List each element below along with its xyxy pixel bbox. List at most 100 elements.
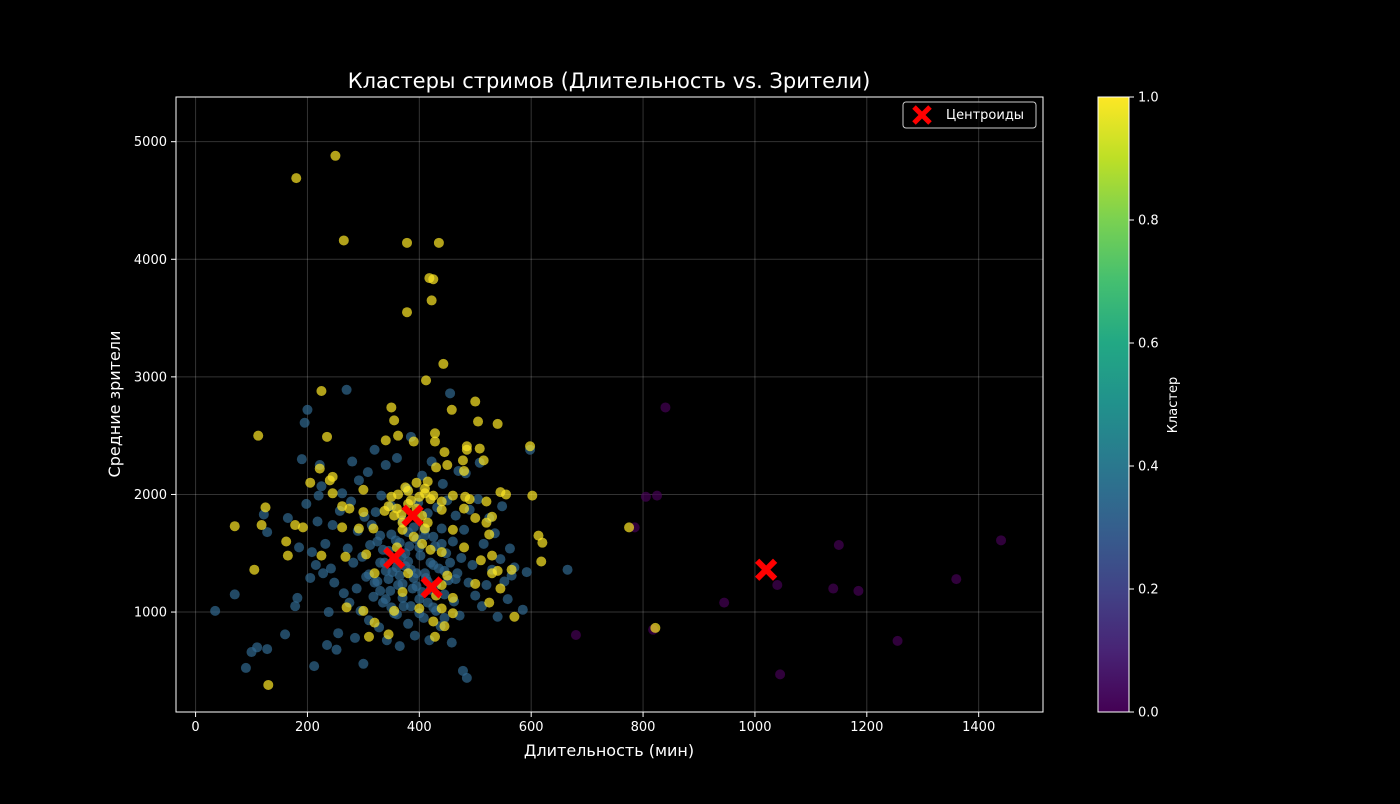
data-point <box>419 568 430 579</box>
data-point <box>280 629 291 640</box>
data-point <box>393 489 404 500</box>
y-tick-label: 3000 <box>134 370 167 385</box>
data-point <box>305 572 316 583</box>
data-point <box>996 535 1007 546</box>
data-point <box>408 531 419 542</box>
data-point <box>402 307 413 318</box>
data-point <box>383 501 394 512</box>
y-axis-label: Средние зрители <box>105 331 124 478</box>
data-point <box>312 516 323 527</box>
data-point <box>389 605 400 616</box>
data-point <box>429 428 440 439</box>
data-point <box>403 556 414 567</box>
data-point <box>383 629 394 640</box>
legend-centroid-icon <box>912 105 932 125</box>
data-point <box>380 594 391 605</box>
x-axis-label: Длительность (мин) <box>524 741 694 760</box>
y-tick-label: 5000 <box>134 135 167 150</box>
x-tick-label: 1200 <box>850 720 883 735</box>
data-point <box>327 520 338 531</box>
data-point <box>833 540 844 551</box>
data-point <box>376 490 387 501</box>
data-point <box>415 550 426 561</box>
data-point <box>338 235 349 246</box>
colorbar: 0.0 0.2 0.4 0.6 0.8 1.0 Кластер <box>1097 91 1181 721</box>
data-point <box>484 529 495 540</box>
data-point <box>316 385 327 396</box>
data-point <box>464 494 475 505</box>
data-point <box>428 531 439 542</box>
data-point <box>447 592 458 603</box>
data-point <box>309 661 320 672</box>
data-point <box>459 524 470 535</box>
scatter-points <box>210 150 1007 690</box>
data-point <box>475 555 486 566</box>
data-point <box>481 580 492 591</box>
data-point <box>467 560 478 571</box>
data-point <box>372 536 383 547</box>
data-point <box>828 583 839 594</box>
data-point <box>495 583 506 594</box>
data-point <box>428 274 439 285</box>
chart-title: Кластеры стримов (Длительность vs. Зрите… <box>348 69 871 93</box>
data-point <box>327 488 338 499</box>
plot-frame <box>175 96 1044 713</box>
data-point <box>313 490 324 501</box>
data-point <box>436 523 447 534</box>
data-point <box>323 607 334 618</box>
data-point <box>383 574 394 585</box>
data-point <box>446 404 457 415</box>
colorbar-tick-label: 0.8 <box>1138 214 1159 229</box>
data-point <box>457 455 468 466</box>
data-point <box>417 538 428 549</box>
data-point <box>299 417 310 428</box>
data-point <box>447 524 458 535</box>
data-point <box>445 388 456 399</box>
data-point <box>447 490 458 501</box>
data-point <box>409 630 420 641</box>
data-point <box>393 430 404 441</box>
data-point <box>437 478 448 489</box>
data-point <box>394 570 405 581</box>
data-point <box>337 522 348 533</box>
data-point <box>414 491 425 502</box>
data-point <box>263 679 274 690</box>
data-point <box>380 565 391 576</box>
data-point <box>229 521 240 532</box>
data-point <box>447 536 458 547</box>
data-point <box>439 589 450 600</box>
x-tick-label: 800 <box>631 720 656 735</box>
x-tick-label: 600 <box>519 720 544 735</box>
data-point <box>341 384 352 395</box>
data-point <box>473 494 484 505</box>
grid <box>176 97 1043 712</box>
data-point <box>389 415 400 426</box>
data-point <box>380 435 391 446</box>
data-point <box>470 396 481 407</box>
data-point <box>414 603 425 614</box>
data-point <box>446 637 457 648</box>
data-point <box>461 444 472 455</box>
data-point <box>497 501 508 512</box>
data-point <box>347 456 358 467</box>
data-point <box>402 237 413 248</box>
data-point <box>405 601 416 612</box>
data-point <box>386 529 397 540</box>
data-point <box>650 622 661 633</box>
colorbar-tick-label: 1.0 <box>1138 91 1159 106</box>
data-point <box>358 658 369 669</box>
centroid-stroke <box>383 546 406 570</box>
data-point <box>314 463 325 474</box>
data-point <box>375 557 386 568</box>
data-point <box>310 560 321 571</box>
data-point <box>340 551 351 562</box>
data-point <box>442 460 453 471</box>
data-point <box>252 642 263 653</box>
y-tick-label: 4000 <box>134 253 167 268</box>
data-point <box>316 550 327 561</box>
data-point <box>478 455 489 466</box>
data-point <box>229 589 240 600</box>
data-point <box>398 601 409 612</box>
data-point <box>470 578 481 589</box>
data-point <box>397 524 408 535</box>
